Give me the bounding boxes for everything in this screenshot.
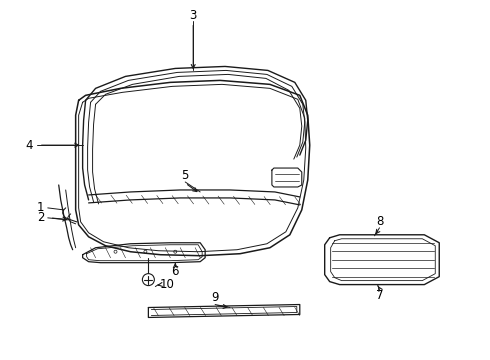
Text: 3: 3 <box>190 9 197 22</box>
Text: 5: 5 <box>181 168 189 181</box>
Text: 7: 7 <box>376 289 383 302</box>
Text: 2: 2 <box>37 211 45 224</box>
Text: 6: 6 <box>172 265 179 278</box>
Text: 10: 10 <box>160 278 175 291</box>
Text: 4: 4 <box>25 139 33 152</box>
Text: 1: 1 <box>37 201 45 215</box>
Text: 8: 8 <box>376 215 383 228</box>
Text: 9: 9 <box>211 291 219 304</box>
